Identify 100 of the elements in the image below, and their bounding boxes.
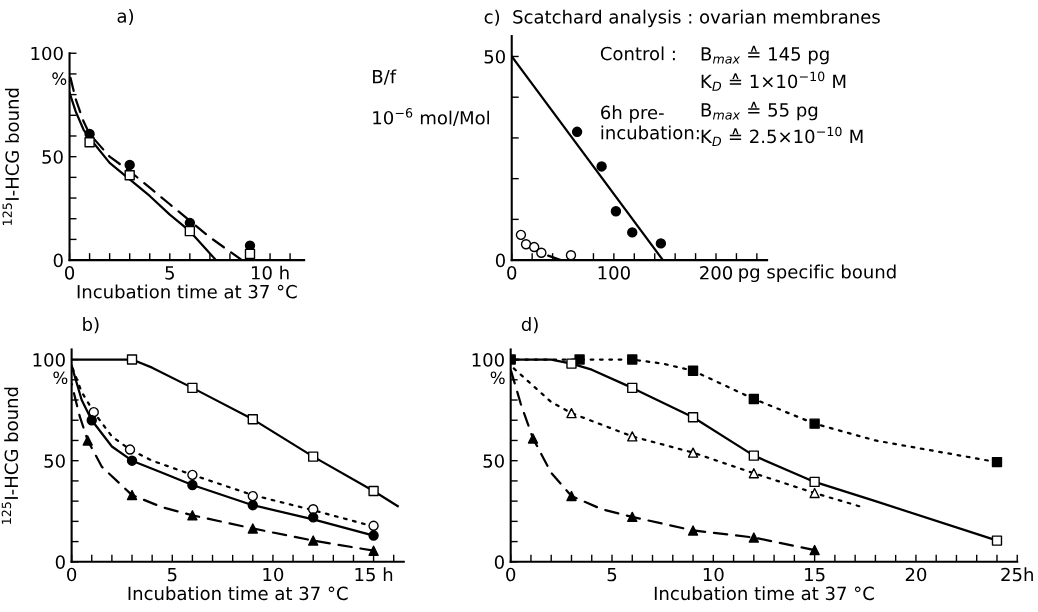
point — [520, 239, 532, 250]
chart-title: b) — [83, 317, 99, 334]
x-tick-label: 100 — [598, 265, 630, 280]
point — [527, 433, 539, 444]
point — [748, 532, 760, 543]
y-tick-label: 50 — [44, 454, 65, 468]
x-tick-label: 10 — [263, 567, 284, 582]
point — [124, 444, 136, 455]
point — [687, 365, 699, 376]
x-tick-label: 200 — [700, 265, 733, 280]
point — [124, 170, 135, 181]
point — [84, 136, 95, 148]
point — [809, 487, 820, 499]
y-tick-label: 0 — [53, 253, 63, 268]
point — [187, 382, 198, 394]
x-tick-label: 10 h — [251, 265, 289, 280]
point — [126, 489, 138, 501]
point — [124, 159, 135, 171]
point — [610, 206, 622, 217]
point — [566, 358, 577, 369]
point — [187, 469, 198, 481]
point — [515, 229, 527, 241]
point — [368, 520, 379, 532]
y-tick-label: 0 — [55, 555, 65, 569]
point — [247, 490, 258, 502]
x-tick-label: 15 — [805, 567, 825, 582]
y-axis-title: $^{125}$I-HCG bound — [2, 88, 19, 225]
point — [187, 510, 198, 521]
y-tick-label: 0 — [495, 253, 505, 268]
point — [627, 227, 638, 238]
text: B/f 10$^{−6}$ mol/Mol — [373, 69, 489, 127]
point — [687, 412, 699, 423]
x-axis-title: Incubation time at 37 °C — [654, 586, 874, 601]
point — [627, 354, 638, 365]
point — [571, 126, 583, 138]
chart-title: c) Scatchard analysis : ovarian membranes — [484, 9, 880, 28]
x-tick-label: 15 h — [355, 567, 393, 582]
chart-title: d) — [521, 317, 538, 334]
point — [187, 479, 198, 491]
point — [991, 535, 1003, 546]
x-tick-label: 20 — [905, 567, 927, 582]
annotation: K$_{D}$ ≙ 2.5×10$^{−10}$ M — [701, 126, 863, 146]
point — [184, 225, 196, 237]
x-tick-label: 0 — [64, 265, 75, 280]
point — [687, 525, 699, 536]
annotation: 6h pre- incubation: — [601, 105, 699, 140]
x-tick-label: 5 — [607, 567, 617, 582]
point — [748, 450, 760, 461]
point — [596, 161, 607, 172]
chart-title: a) — [117, 8, 134, 25]
point — [566, 490, 577, 502]
y-tick-label: 100 — [472, 353, 504, 367]
point — [82, 435, 93, 446]
x-tick-label: 0 — [67, 567, 77, 582]
point — [126, 354, 138, 365]
y-tick-label: 50 — [483, 454, 504, 468]
point — [627, 511, 638, 523]
x-axis-title: pg specific bound — [739, 264, 896, 283]
point — [86, 415, 97, 426]
point — [809, 418, 820, 429]
point — [307, 512, 319, 523]
x-axis-title: Incubation time at 37 °C — [128, 586, 348, 601]
annotation: K$_{D}$ ≙ 1×10$^{−10}$ M — [701, 71, 846, 91]
point — [627, 382, 638, 394]
point — [368, 485, 379, 497]
y-tick-label: 100 — [31, 46, 63, 61]
x-tick-label: 10 — [703, 567, 724, 582]
y-tick-label: 50 — [42, 150, 63, 164]
text: % — [53, 371, 68, 385]
y-tick-label: 50 — [484, 49, 505, 64]
point — [809, 476, 820, 488]
point — [655, 238, 667, 249]
x-tick-label: 5 — [167, 567, 177, 582]
point — [809, 544, 820, 556]
point — [687, 447, 699, 458]
x-tick-label: 0 — [507, 265, 517, 280]
point — [566, 407, 577, 419]
point — [126, 455, 138, 466]
point — [247, 499, 258, 511]
point — [247, 523, 258, 534]
point — [368, 530, 379, 541]
point — [307, 451, 319, 462]
annotation: B$_{max}$ ≙ 55 pg — [701, 101, 818, 121]
y-tick-label: 100 — [33, 353, 65, 367]
x-tick-label: 5 — [165, 266, 174, 280]
point — [991, 456, 1003, 468]
point — [368, 545, 379, 556]
point — [536, 247, 547, 258]
x-tick-label: 25h — [1001, 567, 1033, 582]
text: % — [52, 72, 67, 85]
text: % — [490, 371, 505, 385]
annotation: Control : — [600, 46, 675, 61]
x-axis-title: Incubation time at 37 °C — [77, 284, 297, 299]
y-tick-label: 0 — [494, 555, 504, 569]
x-tick-label: 0 — [506, 567, 516, 582]
point — [247, 414, 258, 425]
point — [244, 248, 256, 260]
annotation: B$_{max}$ ≙ 145 pg — [701, 45, 829, 65]
point — [307, 535, 319, 546]
point — [748, 393, 760, 405]
